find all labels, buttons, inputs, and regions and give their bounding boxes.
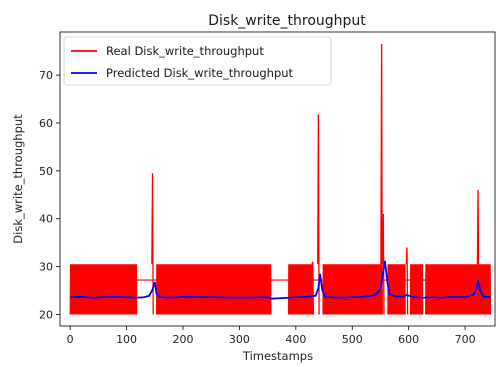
y-tick-label-4: 60 — [39, 117, 53, 130]
y-tick-label-0: 20 — [39, 309, 53, 322]
y-axis-label: Disk_write_throughput — [11, 114, 25, 244]
legend-box — [63, 36, 332, 86]
y-tick-label-2: 40 — [39, 213, 53, 226]
series-real-spike-4 — [381, 213, 385, 315]
y-tick-label-1: 30 — [39, 261, 53, 274]
x-tick-label-4: 400 — [285, 333, 306, 346]
x-tick-label-6: 600 — [398, 333, 419, 346]
plot-area — [59, 31, 496, 327]
y-tick-label-3: 50 — [39, 165, 53, 178]
series-predicted-line — [70, 260, 491, 300]
series-real-spike-5 — [405, 247, 409, 315]
series-real-spike-0 — [151, 173, 154, 315]
x-tick-label-1: 100 — [116, 333, 137, 346]
legend-label-real: Real Disk_write_throughput — [106, 44, 264, 58]
series-real-spike-3 — [380, 43, 383, 315]
x-tick-label-3: 300 — [229, 333, 250, 346]
legend-label-predicted: Predicted Disk_write_throughput — [106, 66, 294, 80]
legend: Real Disk_write_throughput Predicted Dis… — [63, 36, 332, 86]
x-axis-label: Timestamps — [242, 349, 313, 363]
x-tick-label-7: 700 — [455, 333, 476, 346]
series-real-spike-2 — [317, 114, 320, 315]
x-tick-label-2: 200 — [172, 333, 193, 346]
series-real-spike-6 — [476, 190, 480, 315]
x-axis: 0 100 200 300 400 500 600 700 — [67, 326, 476, 346]
y-tick-label-5: 70 — [39, 69, 53, 82]
x-tick-label-5: 500 — [342, 333, 363, 346]
y-axis: 20 30 40 50 60 70 — [39, 69, 60, 322]
x-tick-label-0: 0 — [67, 333, 74, 346]
chart-title: Disk_write_throughput — [208, 13, 366, 29]
series-real-line — [69, 264, 492, 315]
